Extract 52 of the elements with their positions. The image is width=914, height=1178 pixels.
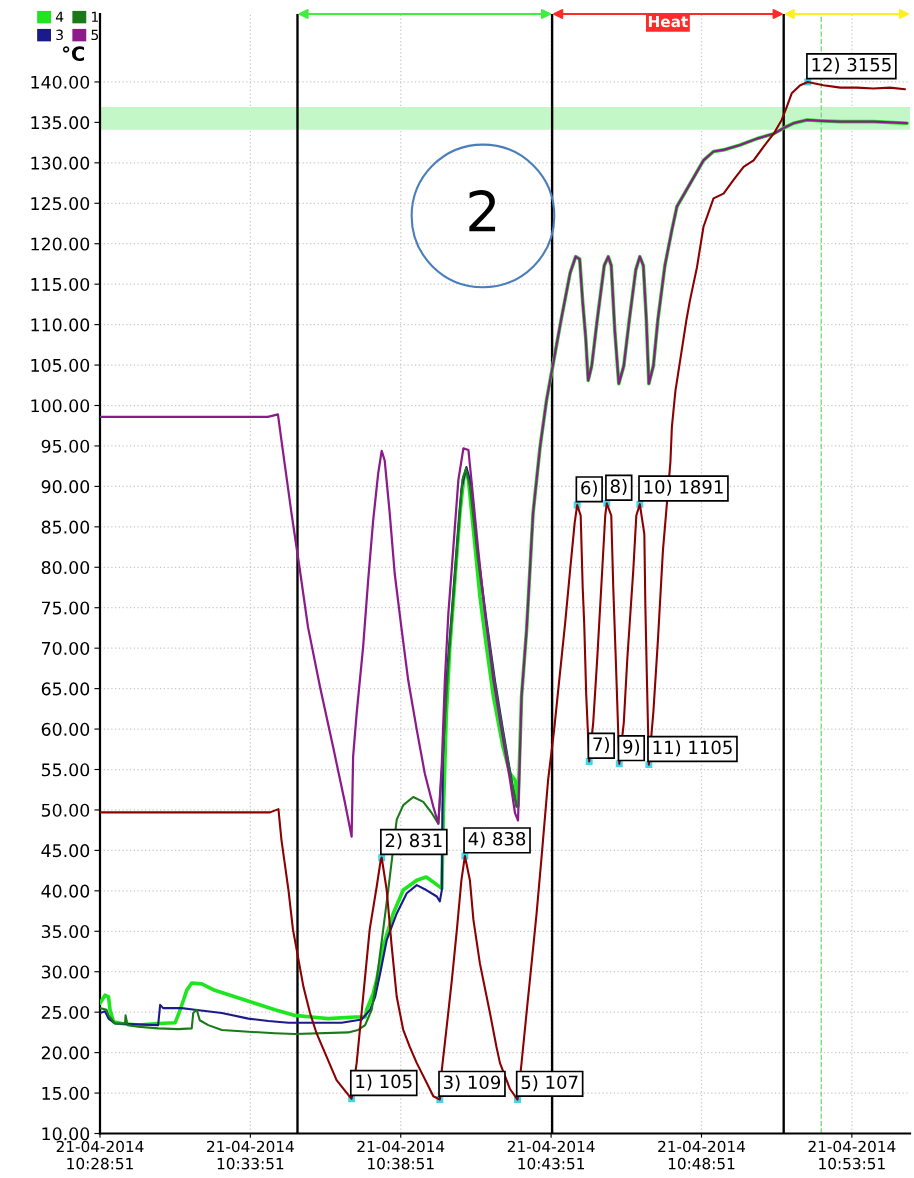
y-tick-label: 95.00 bbox=[41, 439, 90, 453]
y-tick-label: 135.00 bbox=[31, 116, 90, 130]
y-tick-label: 75.00 bbox=[42, 601, 90, 615]
legend-label: 5 bbox=[91, 29, 99, 41]
y-tick-label: 50.00 bbox=[41, 803, 90, 817]
y-tick-label: 110.00 bbox=[31, 318, 90, 332]
x-tick-label: 21-04-2014 10:53:51 bbox=[808, 1140, 896, 1170]
y-tick-label: 120.00 bbox=[31, 237, 90, 251]
annotation: 6) bbox=[581, 480, 597, 497]
y-tick-label: 40.00 bbox=[41, 884, 90, 898]
annotation: 2 bbox=[469, 190, 496, 232]
y-tick-label: 35.00 bbox=[41, 924, 90, 939]
annotation: 5) 107 bbox=[521, 1075, 578, 1092]
y-tick-label: 85.00 bbox=[41, 520, 90, 534]
annotation: 2) 831 bbox=[385, 833, 442, 850]
y-tick-label: 100.00 bbox=[31, 399, 90, 413]
x-tick-label: 21-04-2014 10:38:51 bbox=[357, 1140, 445, 1170]
legend-label: 1 bbox=[91, 11, 98, 22]
y-tick-label: 140.00 bbox=[31, 75, 90, 89]
legend-label: 3 bbox=[56, 29, 63, 41]
annotation: 11) 1105 bbox=[653, 740, 732, 757]
y-tick-label: 25.00 bbox=[41, 1005, 90, 1020]
y-tick-label: 45.00 bbox=[41, 844, 90, 858]
annotation: 3) 109 bbox=[443, 1075, 501, 1092]
annotation: 8) bbox=[610, 478, 627, 496]
y-tick-label: 20.00 bbox=[41, 1046, 90, 1060]
y-tick-label: 90.00 bbox=[41, 480, 90, 494]
y-tick-label: 80.00 bbox=[41, 560, 90, 575]
annotation: 9) bbox=[623, 739, 640, 756]
x-tick-label: 21-04-2014 10:48:51 bbox=[658, 1140, 746, 1170]
x-tick-label: 21-04-2014 10:28:51 bbox=[56, 1140, 144, 1170]
y-tick-label: 55.00 bbox=[41, 763, 90, 777]
y-tick-label: 10.00 bbox=[42, 1127, 90, 1141]
y-tick-label: 130.00 bbox=[31, 156, 90, 170]
annotation: 10) 1891 bbox=[644, 479, 723, 496]
y-tick-label: 105.00 bbox=[31, 358, 90, 372]
y-tick-label: 15.00 bbox=[42, 1086, 90, 1100]
y-tick-label: 115.00 bbox=[31, 277, 90, 292]
annotation: 4) 838 bbox=[468, 831, 526, 848]
x-tick-label: 21-04-2014 10:43:51 bbox=[507, 1140, 595, 1170]
annotation: 12) 3155 bbox=[812, 57, 891, 74]
annotation: Heat bbox=[648, 15, 688, 28]
annotation: 7) bbox=[593, 737, 609, 754]
y-axis-title: °C bbox=[62, 46, 85, 62]
y-tick-label: 70.00 bbox=[42, 641, 90, 656]
legend-label: 4 bbox=[55, 11, 64, 22]
y-tick-label: 30.00 bbox=[41, 965, 90, 979]
y-tick-label: 60.00 bbox=[41, 722, 90, 736]
y-tick-label: 125.00 bbox=[31, 196, 90, 211]
x-tick-label: 21-04-2014 10:33:51 bbox=[207, 1140, 294, 1170]
annotation: 1) 105 bbox=[356, 1074, 412, 1091]
y-tick-label: 65.00 bbox=[41, 682, 90, 696]
